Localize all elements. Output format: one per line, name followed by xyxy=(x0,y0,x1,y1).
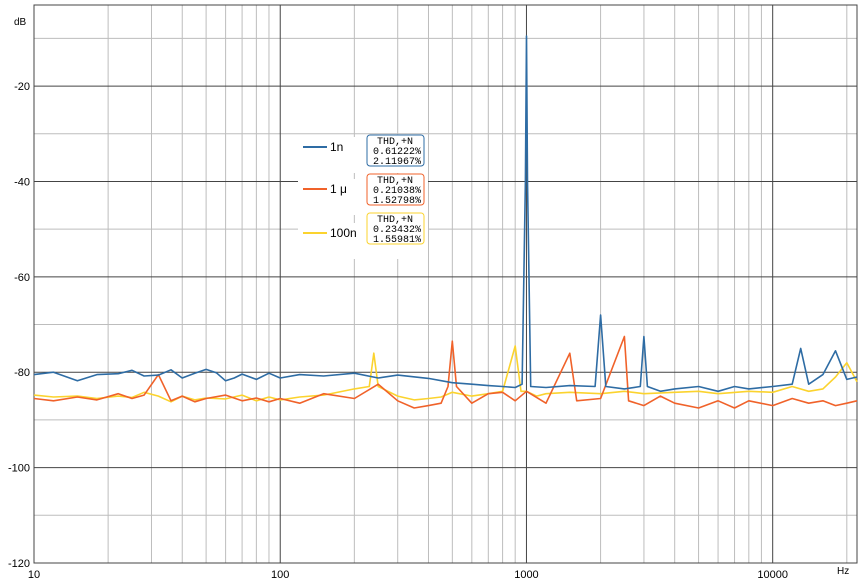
legend-label: 1n xyxy=(330,140,343,154)
axis-labels: dB Hz xyxy=(14,17,849,577)
y-tick-label: -60 xyxy=(14,272,30,284)
thd-header: THD,+N xyxy=(377,137,413,148)
thd-value: 0.23432% xyxy=(373,225,421,236)
thd-n-value: 2.11967% xyxy=(373,157,421,168)
plot-area xyxy=(33,35,858,409)
y-tick-label: -80 xyxy=(14,367,30,379)
y-tick-labels: -20 -40 -60 -80 -100 -120 xyxy=(8,81,30,570)
major-grid xyxy=(33,4,858,564)
thd-value: 0.61222% xyxy=(373,147,421,158)
thd-n-value: 1.55981% xyxy=(373,235,421,246)
plot-frame xyxy=(33,4,858,564)
thd-box xyxy=(366,212,425,245)
thd-n-value: 1.52798% xyxy=(373,196,421,207)
thd-box xyxy=(366,134,425,167)
x-tick-label: 10 xyxy=(28,569,40,581)
x-tick-labels: 10 100 1000 10000 xyxy=(28,569,788,581)
x-tick-label: 10000 xyxy=(757,569,788,581)
y-tick-label: -100 xyxy=(8,463,30,475)
x-tick-label: 100 xyxy=(271,569,289,581)
y-tick-label: -20 xyxy=(14,81,30,93)
legend-label: 1 μ xyxy=(330,182,347,196)
legend-label: 100n xyxy=(330,226,357,240)
legend: 1n THD,+N0.61222%2.11967%1 μTHD,+N0.21038… xyxy=(298,134,428,259)
thd-box xyxy=(366,173,425,206)
thd-value: 0.21038% xyxy=(373,186,421,197)
y-tick-label: -120 xyxy=(8,558,30,570)
x-tick-label: 1000 xyxy=(514,569,538,581)
thd-header: THD,+N xyxy=(377,215,413,226)
minor-grid xyxy=(34,5,857,563)
thd-header: THD,+N xyxy=(377,176,413,187)
series-line-0 xyxy=(33,35,858,393)
x-unit-label: Hz xyxy=(837,566,849,577)
y-tick-label: -40 xyxy=(14,176,30,188)
y-unit-label: dB xyxy=(14,17,27,28)
series-line-1 xyxy=(33,335,858,409)
